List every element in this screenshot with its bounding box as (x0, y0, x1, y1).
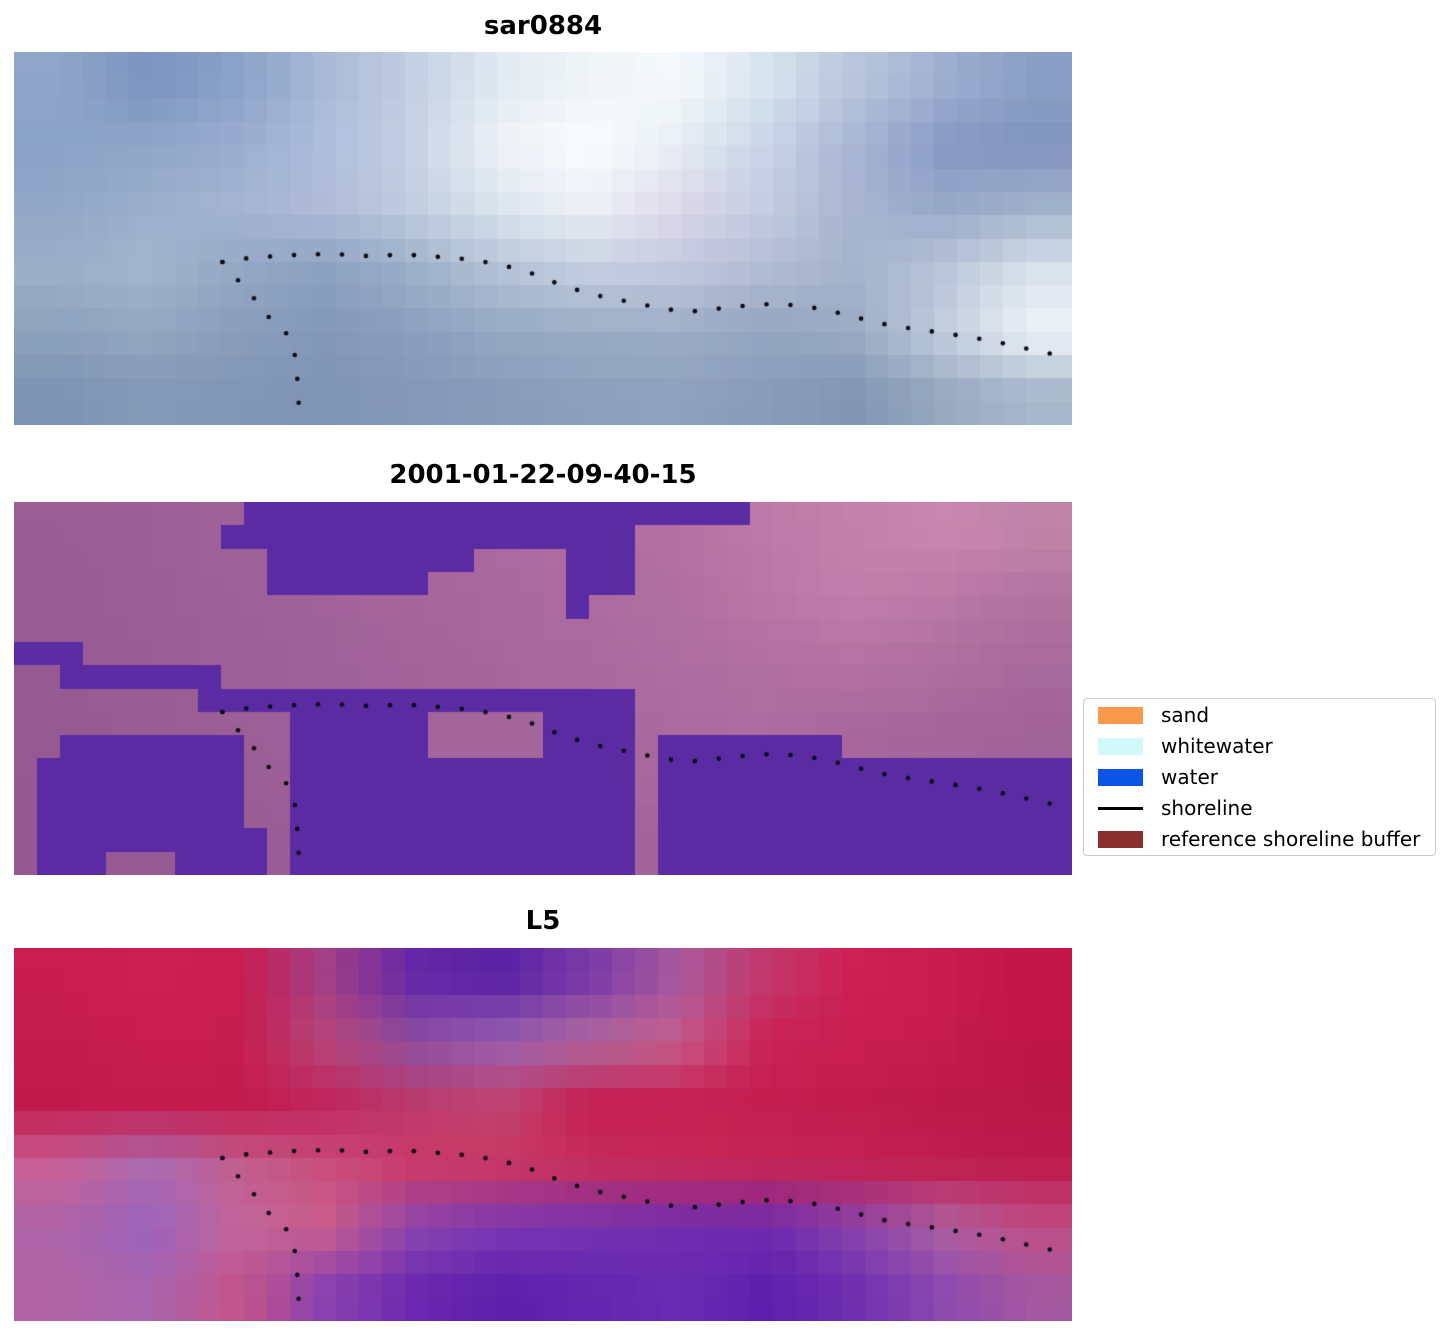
shoreline-line-swatch (1098, 806, 1143, 810)
panel-title-date: 2001-01-22-09-40-15 (389, 460, 697, 490)
legend-item-shoreline: shoreline (1094, 796, 1425, 820)
water-color-swatch (1098, 768, 1143, 786)
whitewater-color-swatch (1098, 737, 1143, 755)
legend-item-water: water (1094, 765, 1425, 789)
legend-label: reference shoreline buffer (1161, 827, 1421, 851)
legend-item-sand: sand (1094, 703, 1425, 727)
classified-image-panel (14, 502, 1072, 875)
panel-title-sar: sar0884 (483, 11, 603, 41)
legend-label: whitewater (1161, 734, 1273, 758)
legend-item-whitewater: whitewater (1094, 734, 1425, 758)
sar-image-panel (14, 52, 1072, 425)
legend-label: shoreline (1161, 796, 1253, 820)
reference-shoreline-buffer-color-swatch (1098, 830, 1143, 848)
sand-color-swatch (1098, 706, 1143, 724)
panel-title-l5: L5 (525, 906, 561, 936)
legend-label: water (1161, 765, 1218, 789)
legend: sand whitewater water shoreline referenc… (1083, 698, 1436, 856)
landsat-image-panel (14, 948, 1072, 1321)
legend-item-reference-shoreline-buffer: reference shoreline buffer (1094, 827, 1425, 851)
legend-label: sand (1161, 703, 1210, 727)
